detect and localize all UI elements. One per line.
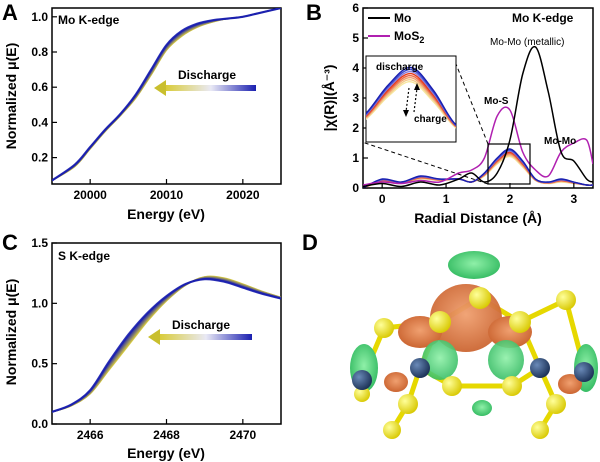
y-tick-label: 0.4 bbox=[31, 115, 48, 129]
panel-c-ylabel: Normalized μ(E) bbox=[3, 279, 19, 386]
inset-label-discharge: discharge bbox=[376, 62, 424, 73]
density-cloud-orange-low2 bbox=[558, 374, 582, 394]
panel-d-structure bbox=[340, 240, 598, 458]
panel-a-series bbox=[52, 8, 281, 182]
series-line bbox=[363, 148, 593, 188]
y-tick-label: 0.6 bbox=[31, 80, 48, 94]
x-tick-label: 3 bbox=[570, 192, 577, 206]
panel-a-ticks: 20000 20010 20020 0.2 0.4 0.6 0.8 1.0 bbox=[31, 10, 260, 202]
y-tick-label: 0 bbox=[352, 181, 359, 195]
inset-arrow-up bbox=[413, 87, 418, 113]
y-tick-label: 5 bbox=[352, 31, 359, 45]
anno-mo-mo-metallic: Mo-Mo (metallic) bbox=[490, 37, 564, 48]
panel-b-ylabel: |χ(R)|(Å⁻³) bbox=[321, 65, 337, 132]
panel-a-xlabel: Energy (eV) bbox=[127, 206, 205, 222]
panel-b-series bbox=[363, 45, 593, 188]
x-tick-label: 1 bbox=[443, 192, 450, 206]
x-tick-label: 0 bbox=[379, 192, 386, 206]
inset-arrow-down bbox=[405, 87, 410, 113]
inset-series-line bbox=[366, 66, 456, 126]
inset-series-line bbox=[366, 72, 456, 127]
panel-c-label: S K-edge bbox=[58, 249, 110, 263]
panel-b-xlabel: Radial Distance (Å) bbox=[414, 210, 542, 226]
inset-series-line bbox=[366, 70, 456, 127]
inset-series-line bbox=[366, 81, 456, 129]
panel-c-discharge-label: Discharge bbox=[172, 318, 230, 332]
series-line bbox=[52, 278, 281, 413]
density-cloud-orange-low bbox=[384, 372, 408, 392]
inset-series bbox=[366, 66, 456, 129]
y-tick-label: 1.0 bbox=[31, 10, 48, 24]
panel-b-label: Mo K-edge bbox=[512, 11, 574, 25]
series-line bbox=[52, 8, 281, 182]
x-tick-label: 2468 bbox=[153, 428, 180, 442]
panel-b-chart: 0 1 2 3 0 1 2 3 4 5 6 Mo MoS2 Mo K-edge Mo-Mo (met… bbox=[321, 1, 594, 226]
inset-series-line bbox=[366, 68, 456, 127]
panel-a-label: Mo K-edge bbox=[58, 13, 120, 27]
molybdenum-atoms bbox=[352, 358, 594, 390]
anno-mo-mo: Mo-Mo bbox=[544, 136, 576, 147]
panel-letter-b: B bbox=[306, 0, 322, 25]
panel-c-chart: 2466 2468 2470 0.0 0.5 1.0 1.5 S K-edge Discha… bbox=[3, 236, 282, 461]
y-tick-label: 3 bbox=[352, 91, 359, 105]
density-cloud-green-bottom bbox=[472, 400, 492, 416]
y-tick-label: 1 bbox=[352, 151, 359, 165]
density-cloud-green-mid bbox=[422, 340, 458, 380]
zoom-box bbox=[487, 143, 531, 185]
anno-mo-s: Mo-S bbox=[484, 96, 509, 107]
panel-a-chart: 20000 20010 20020 0.2 0.4 0.6 0.8 1.0 Mo K-edge… bbox=[3, 7, 282, 222]
legend-label-mos2: MoS2 bbox=[394, 29, 424, 45]
inset-series-line bbox=[366, 76, 456, 128]
y-tick-label: 1.0 bbox=[31, 296, 48, 310]
legend-label-mo: Mo bbox=[394, 11, 411, 25]
panel-c-discharge-arrow bbox=[148, 329, 252, 345]
panel-c-ticks: 2466 2468 2470 0.0 0.5 1.0 1.5 bbox=[31, 236, 256, 442]
x-tick-label: 20010 bbox=[150, 188, 184, 202]
series-line bbox=[52, 8, 281, 182]
density-cloud-green-mid2 bbox=[488, 340, 524, 380]
x-tick-label: 20020 bbox=[226, 188, 260, 202]
panel-a-discharge-label: Discharge bbox=[178, 68, 236, 82]
inset-series-line bbox=[366, 79, 456, 129]
y-tick-label: 1.5 bbox=[31, 236, 48, 250]
y-tick-label: 0.5 bbox=[31, 357, 48, 371]
y-tick-label: 6 bbox=[352, 1, 359, 15]
inset-series-line bbox=[366, 74, 456, 128]
x-tick-label: 2 bbox=[507, 192, 514, 206]
y-tick-label: 2 bbox=[352, 121, 359, 135]
panel-a-ylabel: Normalized μ(E) bbox=[3, 43, 19, 150]
panel-c-xlabel: Energy (eV) bbox=[127, 445, 205, 461]
density-cloud-green-top bbox=[448, 251, 500, 279]
panel-letter-a: A bbox=[2, 0, 18, 25]
series-line-mos2 bbox=[363, 106, 593, 186]
x-tick-label: 2466 bbox=[77, 428, 104, 442]
y-tick-label: 0.8 bbox=[31, 45, 48, 59]
sulfur-atoms bbox=[354, 287, 576, 439]
zoom-line-bottom bbox=[361, 141, 489, 185]
panel-a-frame bbox=[51, 7, 282, 185]
y-tick-label: 0.0 bbox=[31, 417, 48, 431]
x-tick-label: 2470 bbox=[229, 428, 256, 442]
inset-label-charge: charge bbox=[414, 114, 447, 125]
panel-b-ticks: 0 1 2 3 0 1 2 3 4 5 6 bbox=[352, 1, 577, 206]
panel-a-discharge-arrow bbox=[154, 80, 256, 96]
x-tick-label: 20000 bbox=[73, 188, 107, 202]
series-line bbox=[52, 277, 281, 413]
y-tick-label: 4 bbox=[352, 61, 359, 75]
inset: discharge charge bbox=[365, 55, 457, 143]
panel-letter-d: D bbox=[302, 230, 318, 255]
panel-c-series bbox=[52, 275, 281, 413]
y-tick-label: 0.2 bbox=[31, 151, 48, 165]
panel-letter-c: C bbox=[2, 230, 18, 255]
zoom-line-top bbox=[455, 63, 489, 145]
series-line-mo bbox=[363, 45, 593, 188]
